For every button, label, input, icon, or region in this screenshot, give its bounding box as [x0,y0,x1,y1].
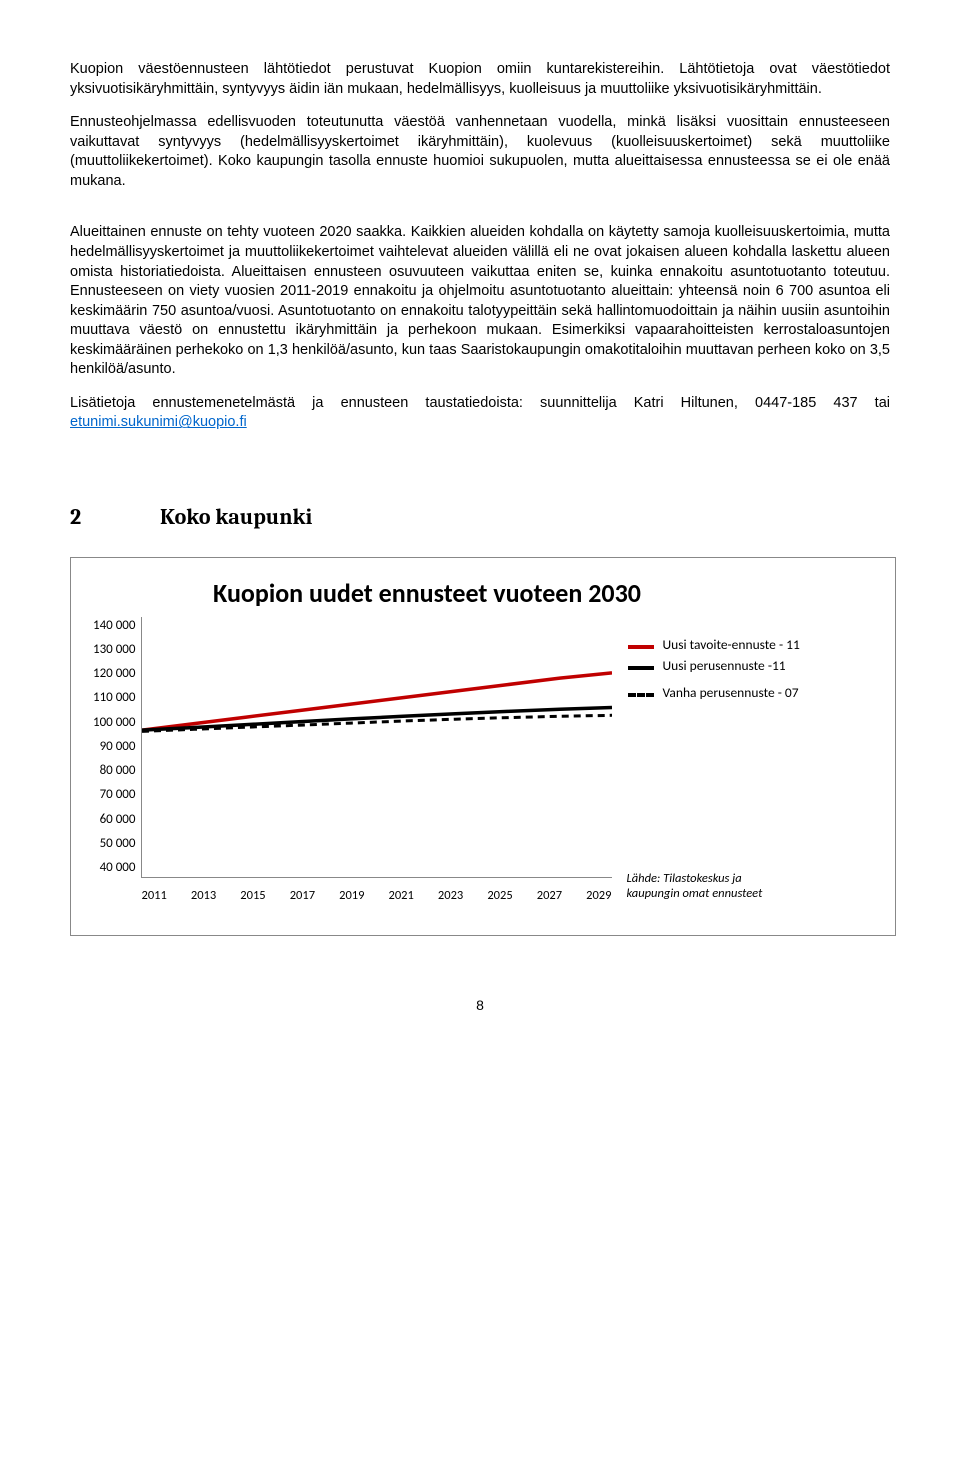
x-tick-label: 2017 [290,888,315,905]
legend-swatch-red [628,645,654,649]
y-tick-label: 50 000 [100,835,136,853]
x-tick-label: 2013 [191,888,216,905]
legend-item-tavoite: Uusi tavoite-ennuste - 11 [628,637,799,654]
paragraph-2: Ennusteohjelmassa edellisvuoden toteutun… [70,113,890,191]
y-tick-label: 90 000 [100,738,136,756]
y-tick-label: 100 000 [93,714,135,732]
contact-text: Lisätietoja ennustemenetelmästä ja ennus… [70,395,890,411]
x-tick-label: 2027 [537,888,562,905]
y-tick-label: 60 000 [100,811,136,829]
chart-title: Kuopion uudet ennusteet vuoteen 2030 [213,576,873,611]
y-tick-label: 140 000 [93,617,135,635]
chart-x-axis: 2011 2013 2015 2017 2019 2021 2023 2025 2027 2029 [141,888,611,905]
y-tick-label: 120 000 [93,665,135,683]
legend-label: Uusi tavoite-ennuste - 11 [662,637,799,654]
legend-item-vanha: Vanha perusennuste - 07 [628,685,799,702]
chart-legend: Uusi tavoite-ennuste - 11 Uusi perusennu… [628,617,799,702]
section-number: 2 [70,503,160,533]
legend-item-perus: Uusi perusennuste -11 [628,658,799,675]
x-tick-label: 2011 [141,888,166,905]
chart-container: Kuopion uudet ennusteet vuoteen 2030 140… [70,557,896,937]
contact-email-link[interactable]: etunimi.sukunimi@kuopio.fi [70,414,247,430]
x-tick-label: 2023 [438,888,463,905]
chart-y-axis: 140 000 130 000 120 000 110 000 100 000 90 00… [93,617,141,877]
y-tick-label: 130 000 [93,641,135,659]
section-heading: 2Koko kaupunki [70,503,890,533]
y-tick-label: 80 000 [100,762,136,780]
chart-series-line [142,673,612,730]
paragraph-1: Kuopion väestöennusteen lähtötiedot peru… [70,60,890,99]
x-tick-label: 2025 [487,888,512,905]
x-tick-label: 2019 [339,888,364,905]
x-tick-label: 2021 [389,888,414,905]
y-tick-label: 110 000 [93,689,135,707]
legend-label: Uusi perusennuste -11 [662,658,785,675]
section-title: Koko kaupunki [160,504,312,530]
legend-swatch-dashed [628,693,654,697]
paragraph-3: Alueittainen ennuste on tehty vuoteen 20… [70,223,890,380]
x-tick-label: 2029 [586,888,611,905]
chart-series-line [142,707,612,730]
legend-swatch-black [628,666,654,670]
chart-source: Lähde: Tilastokeskus ja kaupungin omat e… [626,871,776,901]
y-tick-label: 40 000 [100,859,136,877]
chart-plot-area [141,617,612,878]
paragraph-4: Lisätietoja ennustemenetelmästä ja ennus… [70,394,890,433]
page-number: 8 [70,996,890,1015]
y-tick-label: 70 000 [100,786,136,804]
legend-label: Vanha perusennuste - 07 [662,685,798,702]
x-tick-label: 2015 [240,888,265,905]
